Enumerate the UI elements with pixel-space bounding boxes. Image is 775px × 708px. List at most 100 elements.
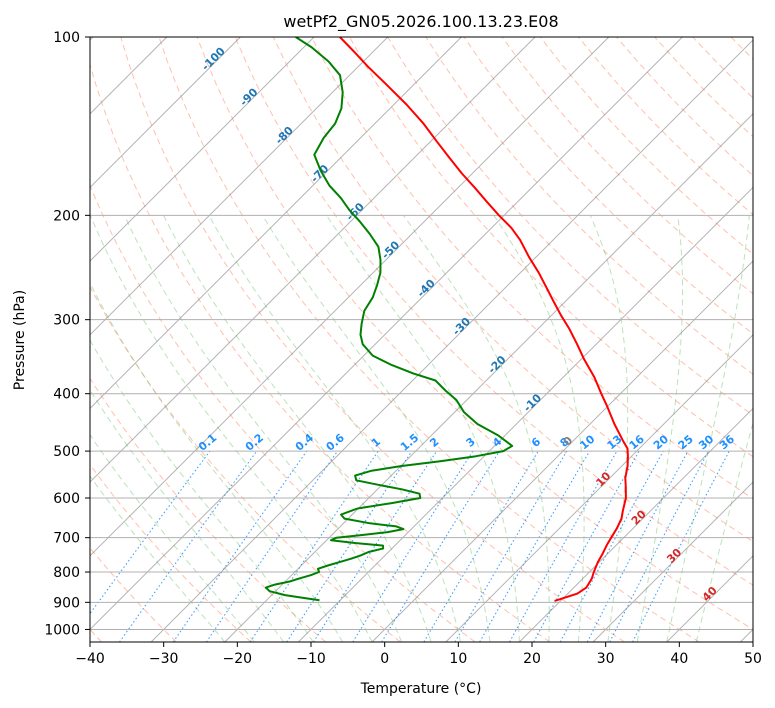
dry-adiabat	[272, 37, 753, 543]
isotherm-label: 20	[629, 507, 649, 527]
isotherm-label: -20	[485, 353, 508, 376]
y-tick-label: 800	[53, 565, 80, 581]
mixing-ratio-line	[286, 450, 413, 642]
x-tick-label: 40	[670, 651, 688, 667]
x-tick-label: −10	[296, 651, 326, 667]
moist-adiabat	[666, 215, 750, 642]
isotherm	[90, 37, 389, 336]
background-lines	[90, 37, 753, 642]
temperature-line	[339, 37, 629, 602]
isotherm-label: -100	[199, 44, 228, 73]
x-tick-label: 50	[744, 651, 762, 667]
y-axis: 100 200 300 400 500 600 700 800 900 1000	[44, 30, 90, 638]
dry-adiabat	[120, 37, 625, 642]
y-tick-label: 300	[53, 313, 80, 329]
mixing-ratio-label: 1	[369, 435, 383, 450]
isoline-labels: 0.1 0.2 0.4 0.6 1 1.5 2 3 4 6 8 10 13 16 20 25 30 36-100-…	[196, 44, 737, 604]
mixing-ratio-label: 13	[605, 433, 625, 453]
isotherm	[445, 334, 753, 642]
y-tick-label: 400	[53, 387, 80, 403]
x-tick-label: −30	[149, 651, 179, 667]
chart-title: wetPf2_GN05.2026.100.13.23.E08	[283, 12, 558, 32]
y-tick-label: 500	[53, 444, 80, 460]
grid-lines	[90, 37, 753, 642]
isotherm-label: 40	[700, 584, 720, 604]
isotherm	[90, 37, 610, 557]
dry-adiabat	[234, 37, 753, 586]
x-axis: −40 −30 −20 −10 0 10 20 30 40 50	[75, 642, 762, 667]
dry-adiabat	[501, 37, 753, 295]
mixing-ratio-label: 1.5	[398, 431, 421, 453]
moist-adiabat	[163, 215, 432, 642]
mixing-ratio-label: 0.1	[196, 431, 219, 453]
isotherm	[298, 186, 753, 642]
mixing-ratio-line	[509, 450, 618, 642]
x-tick-label: −40	[75, 651, 105, 667]
isotherm-label: -40	[415, 276, 438, 299]
isotherm-label: -10	[521, 391, 544, 414]
mixing-ratio-label: 0.6	[324, 431, 348, 454]
dry-adiabat	[692, 37, 753, 99]
isotherm	[592, 481, 753, 642]
isotherm	[740, 628, 753, 642]
y-tick-label: 200	[53, 208, 80, 224]
mixing-ratio-line	[454, 450, 568, 642]
moist-adiabat	[326, 215, 520, 642]
mixing-ratio-line	[90, 450, 211, 615]
moist-adiabat	[90, 215, 373, 642]
isotherm-label: -60	[344, 200, 367, 223]
mixing-ratio-label: 16	[627, 432, 647, 452]
isotherm-label: -90	[237, 85, 260, 108]
isotherm	[90, 37, 683, 631]
dewpoint-line	[264, 37, 514, 602]
mixing-ratio-line	[381, 450, 500, 642]
y-axis-label: Pressure (hPa)	[12, 290, 28, 390]
x-tick-label: 30	[597, 651, 615, 667]
x-tick-label: 0	[380, 651, 389, 667]
moist-adiabat	[403, 215, 550, 642]
plot-frame	[89, 36, 754, 643]
isotherm-label: 30	[664, 546, 684, 566]
moist-adiabat	[124, 215, 403, 642]
moist-adiabat	[90, 433, 255, 642]
mixing-ratio-label: 25	[676, 433, 696, 453]
mixing-ratio-line	[559, 450, 664, 642]
dry-adiabat	[463, 37, 753, 335]
moist-adiabat	[493, 215, 585, 642]
moist-adiabat	[90, 339, 314, 642]
dry-adiabat	[616, 37, 753, 177]
y-tick-label: 900	[53, 595, 80, 611]
mixing-ratio-line	[352, 450, 474, 642]
dry-adiabat	[158, 37, 700, 642]
moist-adiabat	[90, 389, 285, 642]
isotherm	[150, 39, 753, 642]
mixing-ratio-label: 0.2	[243, 431, 266, 453]
isotherm-label: 10	[593, 469, 613, 489]
mixing-ratio-line	[423, 450, 539, 642]
dry-adiabat	[196, 37, 753, 630]
moist-adiabat	[262, 215, 491, 642]
isotherm	[519, 407, 753, 642]
mixing-ratio-label: 0.4	[293, 431, 317, 454]
dry-adiabat	[90, 285, 401, 642]
mixing-ratio-line	[249, 450, 379, 642]
isotherm	[90, 37, 462, 410]
dry-adiabat	[90, 62, 551, 642]
moist-adiabat	[90, 281, 344, 642]
moist-adiabat	[208, 215, 461, 642]
isotherm	[371, 260, 753, 642]
isotherm-label: -80	[273, 124, 296, 147]
isotherm	[90, 37, 315, 262]
moist-adiabat	[636, 215, 684, 642]
x-axis-label: Temperature (°C)	[360, 681, 482, 697]
isotherm-label: -30	[450, 315, 473, 338]
mixing-ratio-line	[172, 450, 308, 642]
mixing-ratio-label: 20	[651, 432, 671, 452]
dry-adiabat	[311, 37, 753, 500]
isotherm	[224, 113, 753, 642]
mixing-ratio-line	[205, 450, 338, 642]
mixing-ratio-line	[119, 450, 258, 642]
mixing-ratio-line	[313, 450, 438, 642]
